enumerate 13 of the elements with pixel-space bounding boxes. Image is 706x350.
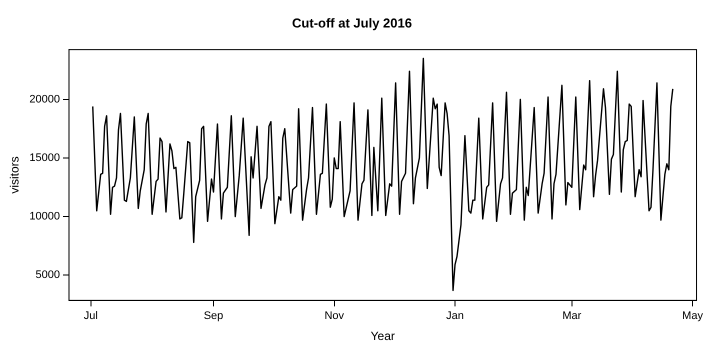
x-tick-label: Jan	[446, 310, 464, 322]
x-tick-label: Jul	[84, 310, 98, 322]
y-tick-label: 15000	[29, 152, 60, 164]
x-axis-title: Year	[370, 329, 395, 344]
y-tick-label: 5000	[36, 269, 60, 282]
y-axis-title: visitors	[8, 156, 22, 194]
x-tick-label: Sep	[204, 310, 224, 322]
y-tick-label: 20000	[29, 93, 60, 106]
chart-title: Cut-off at July 2016	[292, 15, 412, 30]
x-tick-label: Mar	[562, 310, 582, 322]
x-tick-label: May	[682, 310, 704, 322]
y-tick-label: 10000	[29, 210, 60, 223]
x-tick-label: Nov	[324, 310, 345, 322]
